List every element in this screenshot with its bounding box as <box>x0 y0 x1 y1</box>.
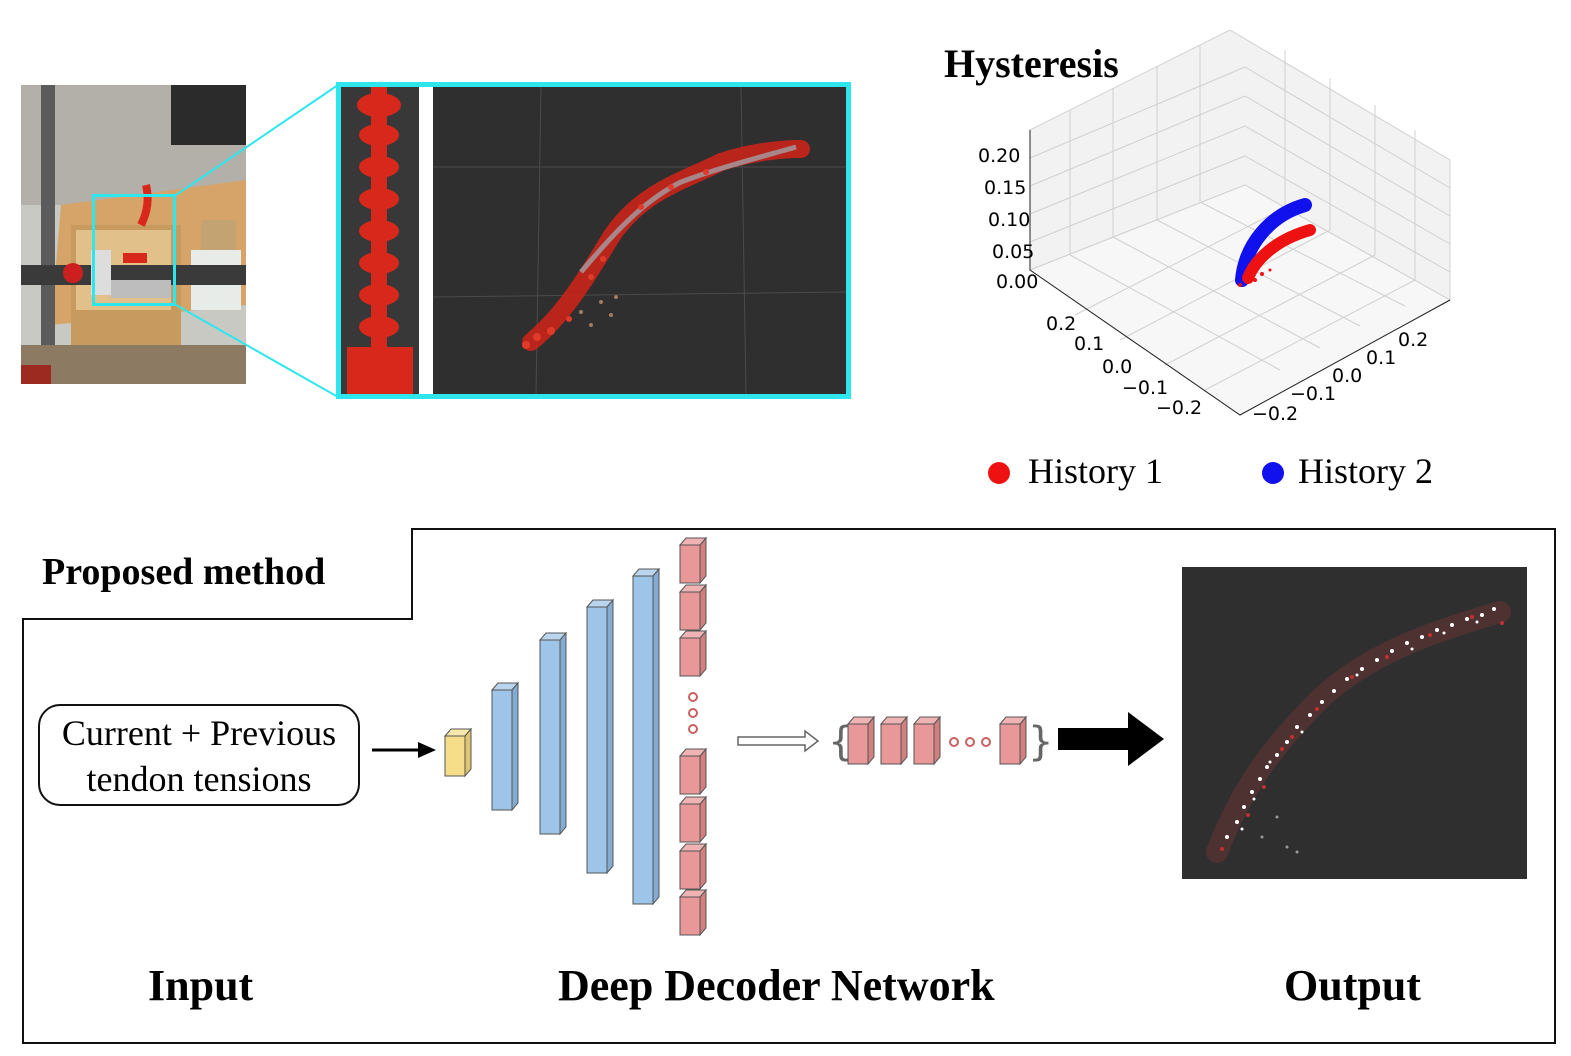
output-label: Output <box>1284 961 1421 1010</box>
hysteresis-3d-plot: 0.20 0.15 0.10 0.05 0.00 0.2 0.1 0.0 −0.… <box>978 30 1452 425</box>
z-tick: 0.05 <box>992 241 1034 263</box>
hidden-layer-2 <box>538 631 568 836</box>
robot-segments <box>347 87 413 394</box>
svg-text:}: } <box>1028 719 1053 765</box>
legend-swatch-history-1 <box>988 462 1010 484</box>
y-tick: 0.2 <box>1046 313 1076 335</box>
zoom-panel <box>336 82 851 399</box>
output-column <box>678 536 708 937</box>
z-tick: 0.10 <box>988 209 1030 231</box>
x-tick: 0.0 <box>1332 365 1362 387</box>
network-label: Deep Decoder Network <box>558 961 995 1010</box>
decoder-network-diagram: { } <box>372 536 1164 937</box>
legend-label-history-1: History 1 <box>1028 451 1163 491</box>
legend-swatch-history-2 <box>1262 462 1284 484</box>
z-tick: 0.15 <box>984 177 1026 199</box>
output-point-cloud <box>1182 567 1527 879</box>
method-tag: Proposed method <box>22 528 413 620</box>
z-tick: 0.00 <box>996 271 1038 293</box>
input-block <box>443 727 473 778</box>
y-tick: 0.1 <box>1074 333 1104 355</box>
y-tick: −0.1 <box>1122 377 1168 399</box>
method-panel <box>22 528 1556 1044</box>
hysteresis-title: Hysteresis <box>944 41 1119 86</box>
output-cloud-points <box>1206 601 1511 863</box>
point-cloud-view <box>341 86 847 395</box>
input-box: Current + Previous tendon tensions <box>38 704 360 806</box>
x-tick: 0.1 <box>1366 347 1396 369</box>
y-tick: 0.0 <box>1102 356 1132 378</box>
hidden-layer-1 <box>490 681 520 812</box>
hidden-layer-4 <box>631 567 661 906</box>
hidden-layer-3 <box>585 598 615 875</box>
thick-arrow-icon <box>1058 712 1164 766</box>
small-arrow-icon <box>372 742 436 758</box>
history-2-points <box>1235 198 1312 287</box>
ellipsis-dots-icon <box>688 692 698 734</box>
input-text-line-2: tendon tensions <box>86 759 312 799</box>
x-tick: 0.2 <box>1398 329 1428 351</box>
output-vector: { } <box>828 715 1053 766</box>
history-1-points <box>1242 224 1316 284</box>
x-tick: −0.1 <box>1290 383 1336 405</box>
zoom-connector <box>175 84 339 398</box>
legend-label-history-2: History 2 <box>1298 451 1433 491</box>
roi-box <box>92 194 176 306</box>
hollow-arrow-icon <box>737 729 820 753</box>
y-tick: −0.2 <box>1156 397 1202 419</box>
input-label: Input <box>148 961 254 1010</box>
x-tick: −0.2 <box>1252 403 1298 425</box>
input-text-line-1: Current + Previous <box>61 713 337 753</box>
z-tick: 0.20 <box>978 145 1020 167</box>
